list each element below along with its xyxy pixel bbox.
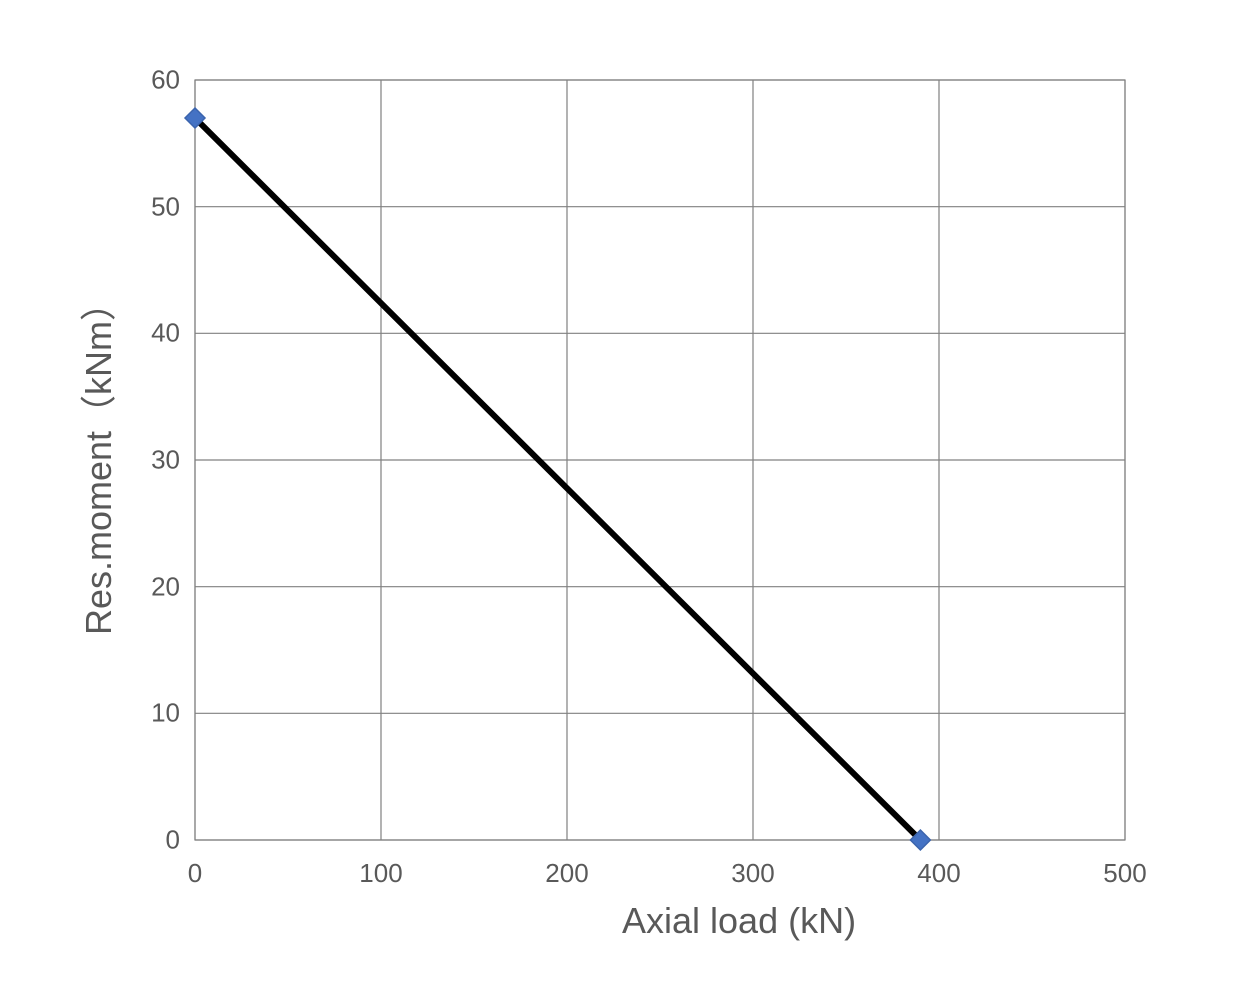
y-axis-label: Res.moment（kNm） (70, 210, 122, 710)
chart-container: 0 10 20 30 40 50 60 0 100 200 300 400 500 Res.momen… (0, 0, 1260, 990)
y-tick-label: 10 (125, 698, 180, 729)
x-tick-label: 500 (1103, 858, 1146, 889)
x-tick-label: 0 (188, 858, 202, 889)
y-tick-label: 20 (125, 571, 180, 602)
y-tick-label: 0 (125, 825, 180, 856)
x-tick-label: 400 (917, 858, 960, 889)
x-axis-label: Axial load (kN) (530, 900, 949, 942)
y-tick-label: 50 (125, 191, 180, 222)
x-tick-label: 100 (359, 858, 402, 889)
y-tick-label: 30 (125, 445, 180, 476)
x-tick-label: 200 (545, 858, 588, 889)
chart-svg (0, 0, 1260, 990)
y-tick-label: 60 (125, 65, 180, 96)
x-tick-label: 300 (731, 858, 774, 889)
y-tick-label: 40 (125, 318, 180, 349)
